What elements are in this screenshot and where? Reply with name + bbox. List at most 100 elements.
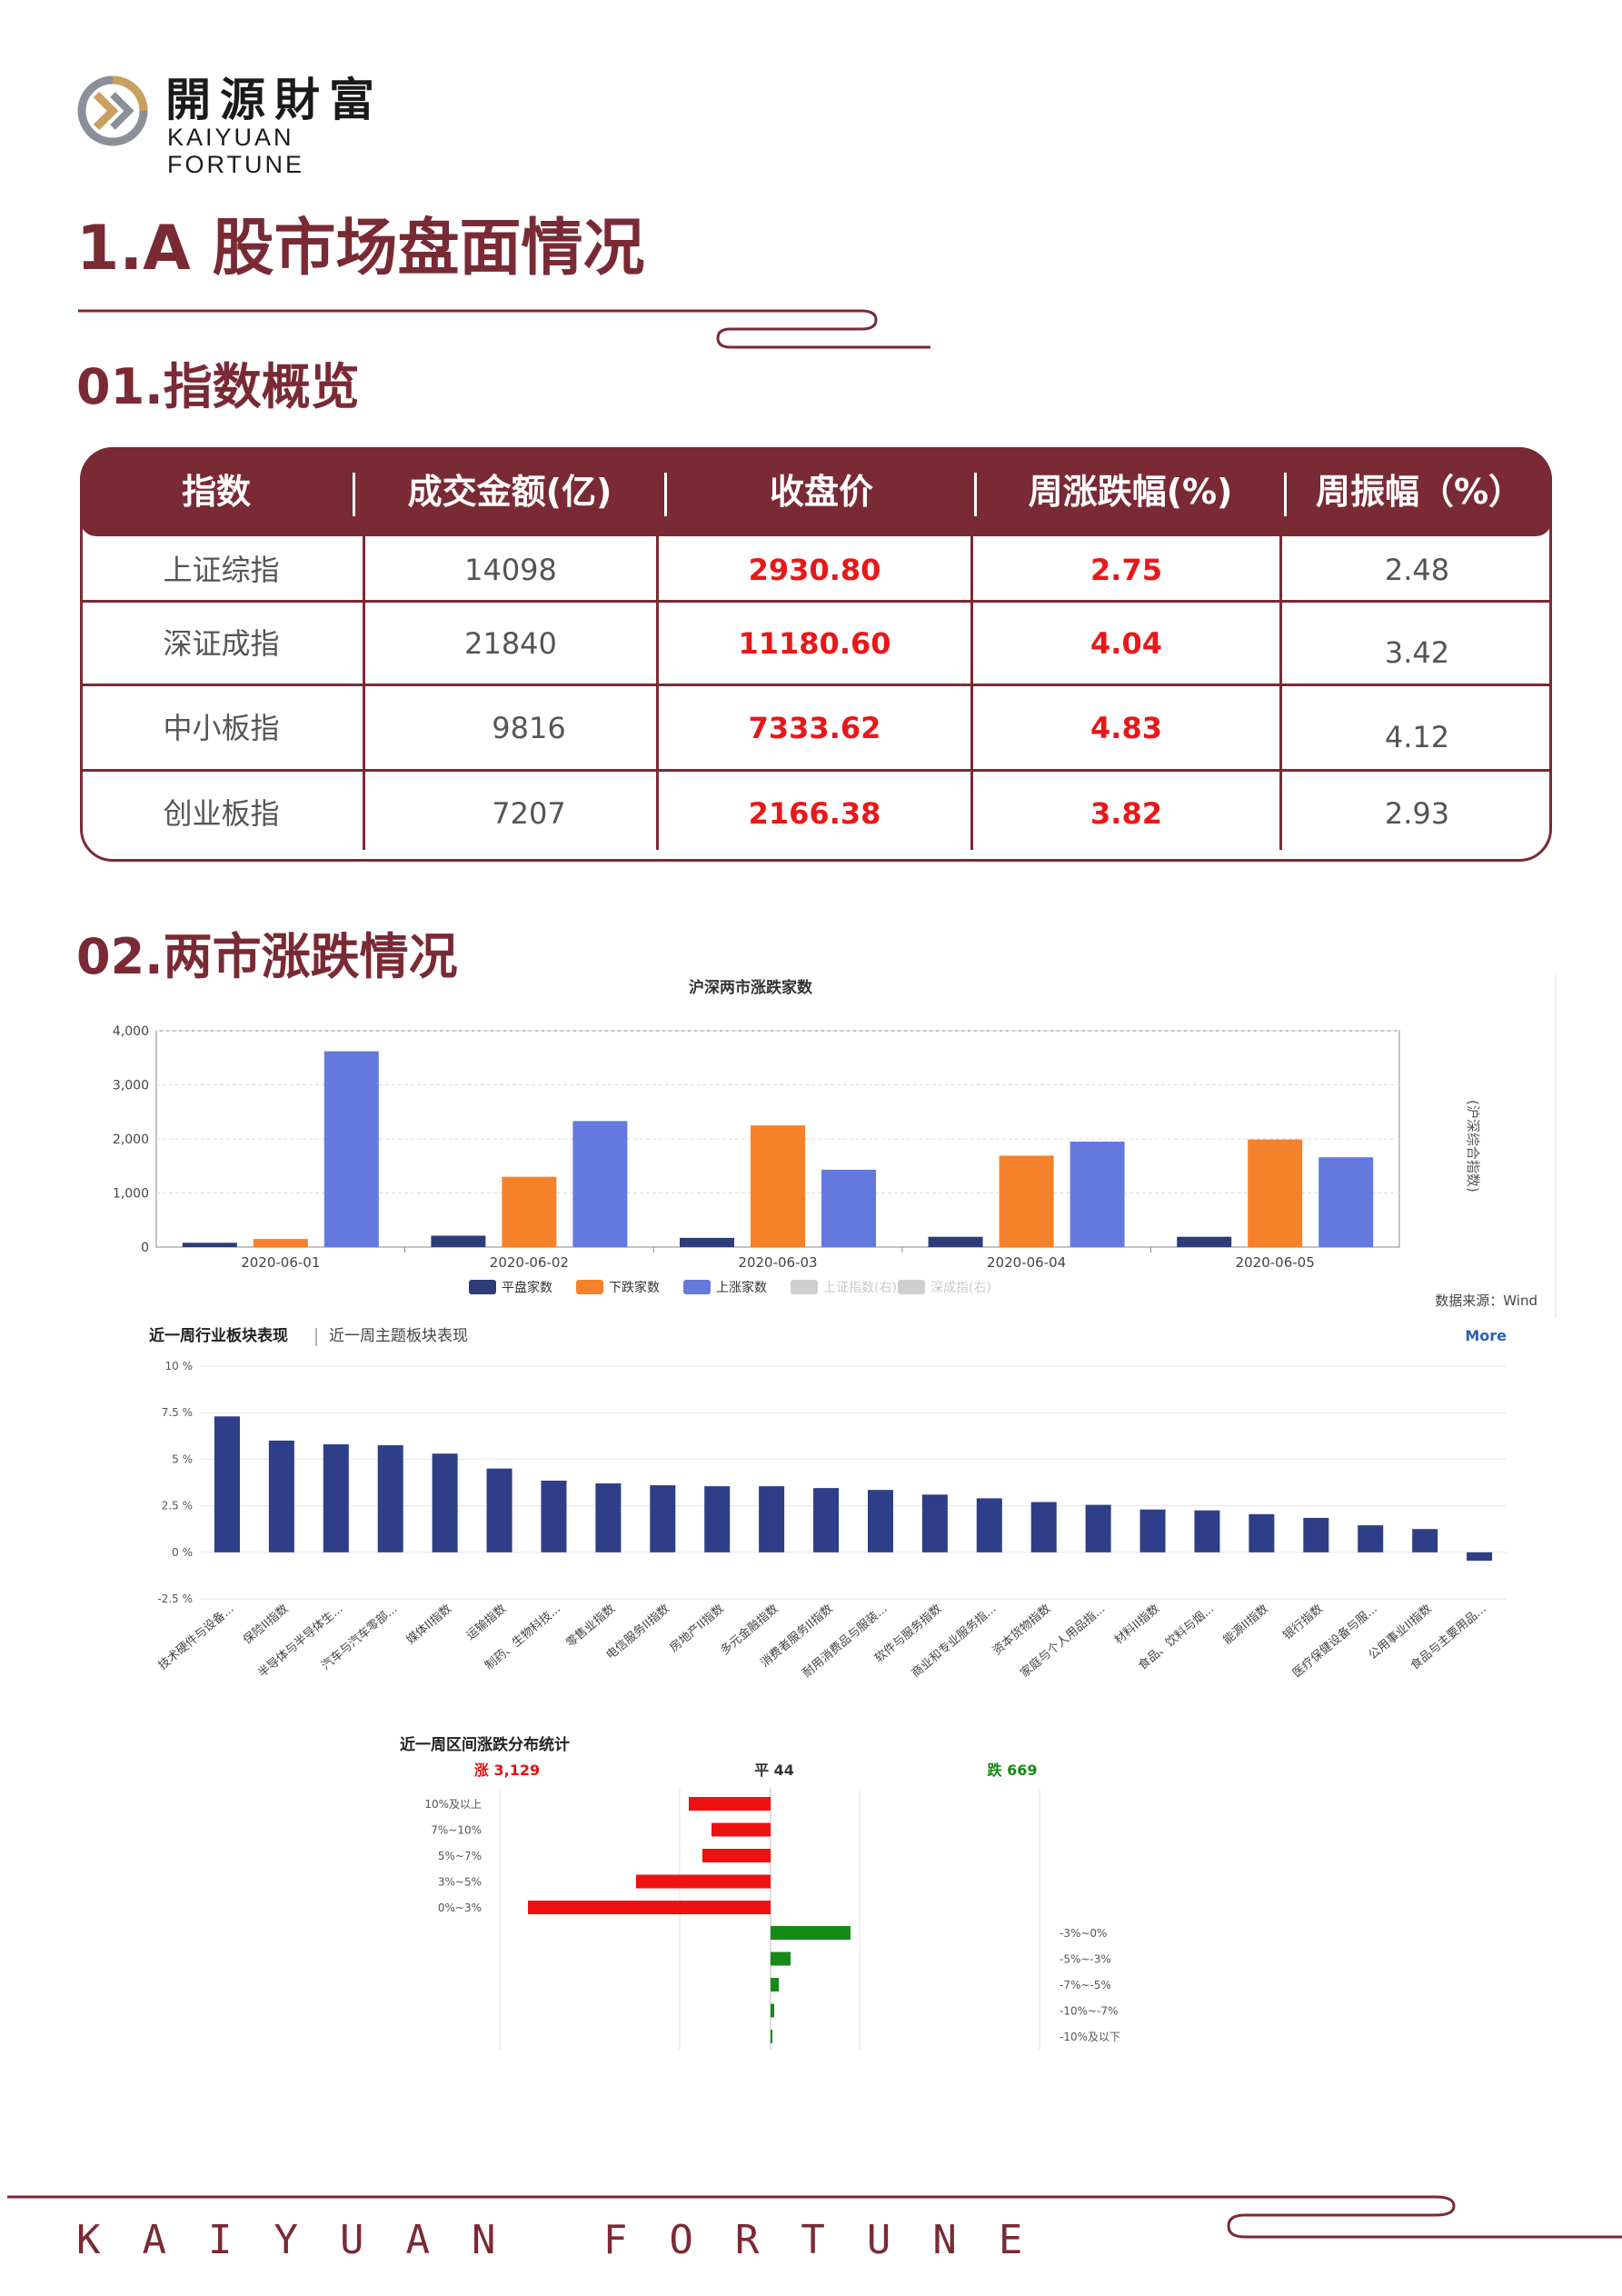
header-divider: [353, 473, 355, 516]
up-range-label: 7%~10%: [431, 1824, 482, 1837]
down-bar: [771, 1978, 779, 1992]
down-range-label: -10%~-7%: [1060, 2005, 1118, 2018]
sector-bar: [541, 1480, 567, 1552]
column-divider: [656, 536, 659, 850]
cell-close: 7333.62: [748, 711, 881, 745]
cell-weekly-amplitude: 3.42: [1384, 635, 1450, 670]
header-close: 收盘价: [769, 472, 873, 512]
bar-flat: [1177, 1236, 1232, 1247]
column-divider: [970, 536, 973, 850]
row-divider: [80, 769, 1552, 772]
footer: KAIYUAN FORTUNE: [0, 2177, 1622, 2296]
up-range-label: 0%~3%: [438, 1902, 482, 1914]
legend-label: 平盘家数: [502, 1280, 552, 1295]
sector-bar: [921, 1494, 948, 1552]
table-row: 深证成指 21840 11180.60 4.04 3.42: [80, 625, 1552, 671]
cell-index-name: 中小板指: [163, 711, 280, 745]
column-divider: [363, 536, 365, 850]
bar-flat: [431, 1235, 486, 1247]
up-range-label: 10%及以上: [424, 1798, 482, 1811]
tab-industry[interactable]: 近一周行业板块表现: [149, 1326, 288, 1345]
y-tick-label: 4,000: [113, 1024, 149, 1039]
up-bar: [689, 1797, 771, 1811]
sector-bar: [214, 1416, 240, 1552]
up-bar: [528, 1901, 771, 1914]
section-title: 1.A 股市场盘面情况: [76, 213, 645, 285]
down-range-label: -3%~0%: [1060, 1927, 1107, 1940]
more-link[interactable]: More: [1465, 1327, 1507, 1344]
sector-bar: [1085, 1504, 1111, 1552]
cell-close: 11180.60: [738, 626, 891, 661]
tab-theme[interactable]: 近一周主题板块表现: [329, 1327, 468, 1345]
sector-bar: [813, 1488, 840, 1552]
index-overview-table: 指数 成交金额(亿) 收盘价 周涨跌幅(%) 周振幅（%） 上证综指 14098…: [80, 447, 1552, 862]
x-tick-label: 2020-06-03: [738, 1254, 817, 1271]
cell-weekly-change: 2.75: [1090, 553, 1162, 587]
cell-turnover: 9816: [492, 711, 566, 745]
y-tick-label: -2.5 %: [157, 1592, 193, 1605]
title-decoration-line: [78, 309, 930, 349]
data-source-label: 数据来源：Wind: [1435, 1293, 1537, 1309]
cell-weekly-change: 4.04: [1090, 626, 1162, 661]
subsection-market-advance-decline: 02.两市涨跌情况: [76, 928, 458, 985]
summary-up: 涨 3,129: [474, 1762, 540, 1779]
legend-label-inactive: 深成指(右): [930, 1281, 991, 1295]
down-bar: [771, 1952, 791, 1966]
bar-advance: [821, 1169, 876, 1247]
up-bar: [711, 1822, 771, 1837]
x-tick-label: 零售业指数: [563, 1602, 618, 1651]
sector-bar: [432, 1453, 458, 1552]
down-bar: [771, 1926, 851, 1940]
cell-weekly-amplitude: 4.12: [1384, 720, 1450, 754]
sector-bar: [486, 1468, 512, 1552]
up-range-label: 5%~7%: [438, 1850, 482, 1862]
header-divider: [974, 473, 977, 516]
cell-turnover: 14098: [464, 553, 557, 587]
cell-index-name: 创业板指: [163, 796, 280, 831]
legend-label: 下跌家数: [609, 1280, 660, 1295]
bar-decline: [253, 1239, 308, 1247]
bar-flat: [928, 1236, 983, 1247]
chart-title: 沪深两市涨跌家数: [689, 978, 813, 997]
x-tick-label: 2020-06-02: [490, 1254, 569, 1271]
down-bar: [771, 2003, 774, 2018]
legend-label: 上涨家数: [716, 1280, 767, 1295]
cell-turnover: 7207: [492, 796, 566, 831]
sector-bar: [650, 1485, 676, 1552]
bar-decline: [751, 1125, 805, 1247]
down-bar: [771, 2030, 772, 2043]
cell-turnover: 21840: [464, 626, 557, 661]
header-divider: [1284, 473, 1287, 516]
cell-weekly-change: 3.82: [1090, 796, 1162, 831]
bar-flat: [680, 1237, 734, 1247]
cell-weekly-amplitude: 2.48: [1384, 553, 1450, 587]
bar-decline: [502, 1176, 557, 1247]
sector-bar: [595, 1483, 622, 1552]
sector-bar: [759, 1486, 785, 1552]
company-logo: 開源財富 KAIYUAN FORTUNE: [76, 73, 422, 178]
bar-advance: [572, 1121, 628, 1247]
y-tick-label: 3,000: [113, 1079, 149, 1093]
sector-bar: [1194, 1510, 1220, 1552]
chart-title: 近一周区间涨跌分布统计: [400, 1735, 570, 1754]
bar-flat: [182, 1243, 237, 1247]
x-tick-label: 保险II指数: [241, 1602, 291, 1648]
x-tick-label: 能源II指数: [1221, 1602, 1271, 1648]
x-tick-label: 材料II指数: [1112, 1602, 1162, 1648]
table-row: 创业板指 7207 2166.38 3.82 2.93: [80, 795, 1552, 841]
sector-bar: [1467, 1552, 1493, 1562]
header-turnover: 成交金额(亿): [407, 472, 612, 512]
table-header: 指数 成交金额(亿) 收盘价 周涨跌幅(%) 周振幅（%）: [80, 447, 1552, 536]
y-tick-label: 1,000: [113, 1187, 149, 1202]
sector-bar: [323, 1444, 349, 1552]
y-tick-label: 0 %: [172, 1546, 193, 1559]
bar-advance: [1070, 1141, 1125, 1247]
up-bar: [702, 1849, 771, 1862]
legend-swatch: [469, 1280, 496, 1294]
logo-chinese-name: 開源財富: [165, 73, 383, 126]
row-divider: [80, 600, 1552, 603]
summary-down: 跌 669: [988, 1762, 1038, 1779]
header-weekly-change: 周涨跌幅(%): [1028, 472, 1233, 512]
summary-flat: 平 44: [754, 1762, 794, 1779]
